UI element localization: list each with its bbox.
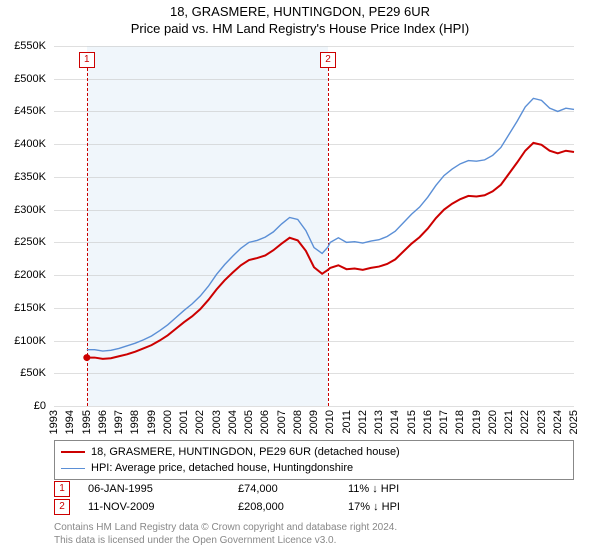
page-title-sub: Price paid vs. HM Land Registry's House … — [0, 21, 600, 36]
x-tick-label: 2014 — [389, 410, 401, 434]
x-tick-label: 2012 — [357, 410, 369, 434]
sale-pct: 11% ↓ HPI — [348, 483, 458, 495]
sale-marker-icon: 2 — [54, 499, 70, 515]
x-tick-label: 1994 — [64, 410, 76, 434]
x-tick-label: 1998 — [129, 410, 141, 434]
x-tick-label: 2019 — [471, 410, 483, 434]
y-tick-label: £300K — [0, 204, 46, 216]
footer: Contains HM Land Registry data © Crown c… — [54, 522, 574, 547]
x-tick-label: 2020 — [487, 410, 499, 434]
y-tick-label: £400K — [0, 138, 46, 150]
x-tick-label: 1995 — [81, 410, 93, 434]
x-tick-label: 2023 — [536, 410, 548, 434]
y-tick-label: £200K — [0, 269, 46, 281]
y-tick-label: £250K — [0, 236, 46, 248]
x-tick-label: 1993 — [48, 410, 60, 434]
sale-pct: 17% ↓ HPI — [348, 501, 458, 513]
x-tick-label: 2018 — [454, 410, 466, 434]
x-tick-label: 2002 — [194, 410, 206, 434]
series-line-hpi — [87, 98, 574, 351]
x-tick-label: 2011 — [341, 410, 353, 434]
x-tick-label: 2010 — [324, 410, 336, 434]
footer-line1: Contains HM Land Registry data © Crown c… — [54, 522, 574, 535]
y-tick-label: £450K — [0, 105, 46, 117]
legend: 18, GRASMERE, HUNTINGDON, PE29 6UR (deta… — [54, 440, 574, 480]
y-tick-label: £550K — [0, 40, 46, 52]
x-tick-label: 2016 — [422, 410, 434, 434]
y-tick-label: £500K — [0, 73, 46, 85]
series-line-price_paid — [87, 143, 574, 359]
x-tick-label: 2015 — [406, 410, 418, 434]
legend-swatch-price — [61, 451, 85, 453]
sale-price: £74,000 — [238, 483, 348, 495]
footer-line2: This data is licensed under the Open Gov… — [54, 535, 574, 548]
x-tick-label: 2006 — [259, 410, 271, 434]
x-tick-label: 2005 — [243, 410, 255, 434]
sale-price: £208,000 — [238, 501, 348, 513]
y-tick-label: £50K — [0, 367, 46, 379]
x-tick-label: 1997 — [113, 410, 125, 434]
sale-marker-icon: 1 — [54, 481, 70, 497]
x-tick-label: 2003 — [211, 410, 223, 434]
legend-label-price: 18, GRASMERE, HUNTINGDON, PE29 6UR (deta… — [91, 446, 400, 458]
y-tick-label: £150K — [0, 302, 46, 314]
page-title-address: 18, GRASMERE, HUNTINGDON, PE29 6UR — [0, 4, 600, 19]
start-point-icon — [83, 354, 90, 361]
legend-label-hpi: HPI: Average price, detached house, Hunt… — [91, 462, 353, 474]
x-tick-label: 2022 — [519, 410, 531, 434]
y-tick-label: £0 — [0, 400, 46, 412]
x-tick-label: 2007 — [276, 410, 288, 434]
x-tick-label: 2025 — [568, 410, 580, 434]
sale-date: 06-JAN-1995 — [88, 483, 238, 495]
x-tick-label: 2008 — [292, 410, 304, 434]
x-tick-label: 1999 — [146, 410, 158, 434]
sales-table: 1 06-JAN-1995 £74,000 11% ↓ HPI 2 11-NOV… — [54, 480, 574, 516]
y-tick-label: £350K — [0, 171, 46, 183]
x-tick-label: 2009 — [308, 410, 320, 434]
y-tick-label: £100K — [0, 335, 46, 347]
x-tick-label: 2013 — [373, 410, 385, 434]
legend-swatch-hpi — [61, 468, 85, 469]
sales-row: 2 11-NOV-2009 £208,000 17% ↓ HPI — [54, 498, 574, 516]
chart: £0£50K£100K£150K£200K£250K£300K£350K£400… — [54, 46, 574, 406]
x-tick-label: 2021 — [503, 410, 515, 434]
sale-date: 11-NOV-2009 — [88, 501, 238, 513]
x-tick-label: 2004 — [227, 410, 239, 434]
x-tick-label: 1996 — [97, 410, 109, 434]
sales-row: 1 06-JAN-1995 £74,000 11% ↓ HPI — [54, 480, 574, 498]
x-tick-label: 2001 — [178, 410, 190, 434]
x-tick-label: 2000 — [162, 410, 174, 434]
x-tick-label: 2017 — [438, 410, 450, 434]
x-tick-label: 2024 — [552, 410, 564, 434]
